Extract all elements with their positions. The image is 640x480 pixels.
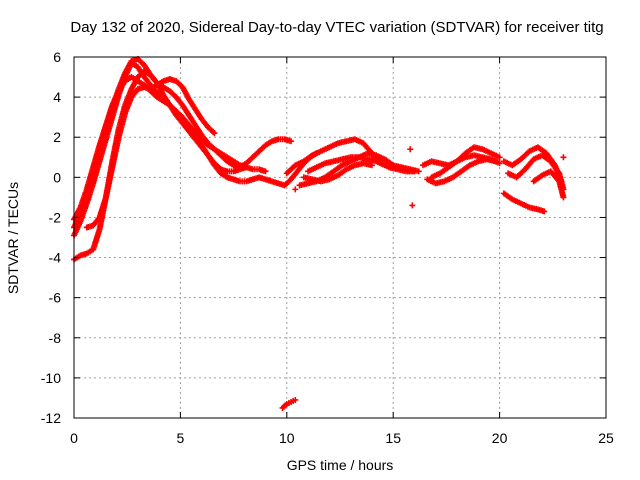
- data-point: [292, 396, 299, 403]
- y-tick-labels: -12 -10 -8 -6 -4 -2 0 2 4 6: [41, 49, 61, 426]
- y-tick-label: -2: [49, 209, 62, 225]
- x-tick-labels: 0 5 10 15 20 25: [70, 430, 614, 446]
- axis-ticks: [73, 56, 607, 419]
- data-point: [541, 208, 548, 215]
- y-tick-label: 6: [53, 49, 61, 65]
- y-tick-label: -10: [41, 370, 61, 386]
- chart-title: Day 132 of 2020, Sidereal Day-to-day VTE…: [70, 19, 603, 36]
- data-point: [492, 158, 499, 165]
- plot-frame: [73, 56, 607, 419]
- data-point: [211, 130, 218, 137]
- data-point: [243, 164, 250, 171]
- data-point: [368, 162, 375, 169]
- data-point: [560, 154, 567, 161]
- x-tick-label: 25: [598, 430, 614, 446]
- y-tick-label: -4: [49, 250, 62, 266]
- data-point: [415, 168, 422, 175]
- grid: [74, 57, 606, 418]
- data-point: [292, 186, 299, 193]
- data-point: [407, 146, 414, 153]
- x-tick-label: 20: [492, 430, 508, 446]
- y-tick-label: 2: [53, 129, 61, 145]
- data-point: [288, 138, 295, 145]
- x-tick-label: 10: [279, 430, 295, 446]
- y-axis-label: SDTVAR / TECUs: [5, 182, 21, 294]
- data-point: [390, 164, 397, 171]
- data-point: [262, 168, 269, 175]
- y-tick-label: -8: [49, 330, 62, 346]
- x-axis-label: GPS time / hours: [287, 457, 394, 473]
- x-tick-label: 15: [385, 430, 401, 446]
- data-point: [368, 156, 375, 163]
- x-tick-label: 5: [177, 430, 185, 446]
- data-points: [71, 56, 567, 411]
- data-point: [560, 194, 567, 201]
- y-tick-label: 4: [53, 89, 61, 105]
- y-tick-label: 0: [53, 169, 61, 185]
- y-tick-label: -12: [41, 410, 61, 426]
- data-point: [496, 154, 503, 161]
- data-point: [409, 202, 416, 209]
- data-point: [496, 160, 503, 167]
- y-tick-label: -6: [49, 290, 62, 306]
- x-tick-label: 0: [70, 430, 78, 446]
